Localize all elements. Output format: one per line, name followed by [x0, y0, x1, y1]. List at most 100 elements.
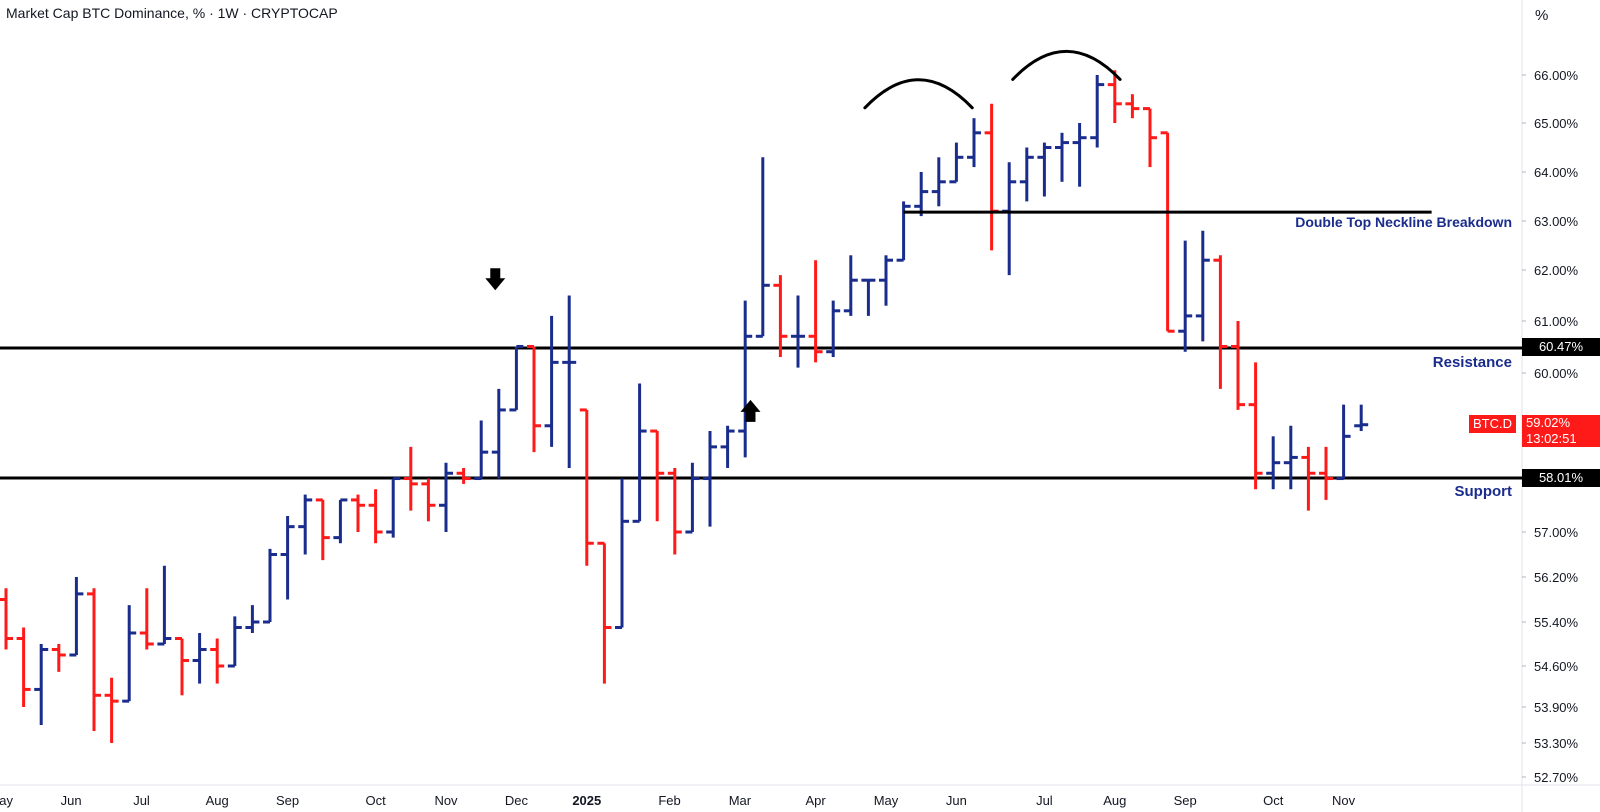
- symbol-badge: BTC.D: [1469, 415, 1516, 433]
- ohlc-bar: [227, 616, 242, 668]
- ohlc-bar: [491, 388, 506, 479]
- ohlc-bar: [1107, 70, 1122, 123]
- y-tick-label: 62.00%: [1534, 263, 1579, 278]
- ohlc-bar: [1178, 240, 1193, 352]
- ohlc-bar: [456, 467, 471, 484]
- last-price-value: 59.02%: [1526, 415, 1571, 430]
- ohlc-bar: [1301, 446, 1316, 511]
- ohlc-bar: [16, 627, 31, 707]
- ohlc-bar: [403, 446, 418, 511]
- ohlc-bar: [562, 295, 577, 468]
- top-arc-1: [863, 78, 974, 110]
- arrow-down-icon: [485, 268, 506, 291]
- x-tick-label: Dec: [505, 793, 529, 808]
- x-tick-label: Sep: [276, 793, 299, 808]
- y-tick-label: 53.90%: [1534, 700, 1579, 715]
- x-tick-label: Oct: [1263, 793, 1284, 808]
- ohlc-bar: [1319, 446, 1333, 500]
- ohlc-bar: [122, 605, 137, 703]
- ohlc-bar: [791, 295, 805, 368]
- ohlc-bar: [139, 588, 154, 650]
- axis-unit-label: %: [1535, 7, 1549, 24]
- ohlc-bar: [773, 275, 788, 358]
- ohlc-bar: [1354, 404, 1369, 432]
- resistance-annotation: Resistance: [1432, 354, 1512, 371]
- y-tick-label: 53.30%: [1534, 736, 1579, 751]
- ohlc-bar: [1213, 255, 1228, 389]
- ohlc-bar: [245, 605, 260, 633]
- ohlc-bar: [34, 644, 49, 725]
- ohlc-bar: [439, 462, 453, 532]
- x-tick-label: May: [874, 793, 899, 808]
- ohlc-bar: [1336, 404, 1351, 481]
- ohlc-bar: [1002, 162, 1017, 276]
- ohlc-bar: [738, 300, 753, 458]
- resistance-price-badge: 60.47%: [1522, 338, 1600, 356]
- x-tick-label: 2025: [572, 793, 601, 808]
- ohlc-bar: [931, 157, 946, 207]
- ohlc-bar: [1231, 321, 1245, 410]
- y-tick-label: 64.00%: [1534, 165, 1579, 180]
- ohlc-bar: [351, 494, 365, 532]
- x-tick-label: Nov: [1332, 793, 1356, 808]
- ohlc-bar: [474, 420, 489, 481]
- ohlc-bar: [826, 300, 841, 358]
- y-tick-label: 52.70%: [1534, 770, 1579, 785]
- ohlc-bar: [1283, 425, 1298, 490]
- chart-title: Market Cap BTC Dominance, % · 1W · CRYPT…: [6, 5, 338, 21]
- arrow-up-icon: [740, 399, 761, 422]
- ohlc-bar: [984, 103, 999, 251]
- x-tick-label: Nov: [434, 793, 458, 808]
- ohlc-bar: [703, 431, 717, 527]
- ohlc-bar: [1125, 94, 1140, 119]
- ohlc-bar: [1019, 147, 1034, 202]
- ohlc-bar: [650, 429, 665, 522]
- y-tick-label: 61.00%: [1534, 314, 1579, 329]
- y-tick-label: 65.00%: [1534, 116, 1579, 131]
- y-tick-label: 57.00%: [1534, 525, 1579, 540]
- ohlc-bar: [579, 408, 594, 566]
- ohlc-bar: [1037, 142, 1052, 197]
- ohlc-bar: [333, 498, 348, 544]
- ohlc-bar: [544, 315, 559, 447]
- ohlc-bar: [315, 498, 330, 561]
- x-tick-label: Aug: [206, 793, 229, 808]
- y-tick-label: 63.00%: [1534, 214, 1579, 229]
- support-annotation: Support: [1454, 483, 1513, 500]
- ohlc-bar: [597, 541, 612, 684]
- ohlc-bar: [615, 478, 629, 629]
- ohlc-bar: [87, 588, 101, 731]
- ohlc-bar: [1143, 107, 1157, 168]
- y-tick-label: 56.20%: [1534, 570, 1579, 585]
- ohlc-bar: [685, 462, 700, 534]
- ohlc-bar: [632, 383, 647, 523]
- ohlc-bar: [104, 677, 119, 743]
- x-tick-label: Sep: [1174, 793, 1197, 808]
- ohlc-bar: [720, 425, 735, 468]
- ohlc-bar: [914, 172, 929, 217]
- x-tick-label: Jun: [61, 793, 82, 808]
- y-tick-label: 55.40%: [1534, 615, 1579, 630]
- ohlc-bar: [1090, 75, 1105, 148]
- ohlc-bar: [157, 565, 172, 646]
- ohlc-bar: [755, 157, 770, 338]
- x-tick-label: Feb: [658, 793, 680, 808]
- x-tick-label: Jul: [133, 793, 150, 808]
- ohlc-bar: [509, 344, 524, 412]
- ohlc-bar: [192, 633, 207, 684]
- ohlc-bar: [0, 588, 13, 650]
- x-tick-label: Jul: [1036, 793, 1053, 808]
- ohlc-bar: [1266, 436, 1281, 490]
- x-tick-label: Mar: [729, 793, 752, 808]
- ohlc-bar: [967, 118, 981, 168]
- ohlc-bar: [949, 142, 964, 184]
- ohlc-bar: [280, 515, 295, 600]
- y-tick-label: 54.60%: [1534, 659, 1579, 674]
- bar-countdown: 13:02:51: [1526, 431, 1577, 446]
- ohlc-bar: [263, 548, 277, 624]
- ohlc-bar: [1055, 132, 1069, 182]
- ohlc-bar: [527, 344, 541, 453]
- y-tick-label: 66.00%: [1534, 68, 1579, 83]
- ohlc-bar: [1160, 131, 1175, 333]
